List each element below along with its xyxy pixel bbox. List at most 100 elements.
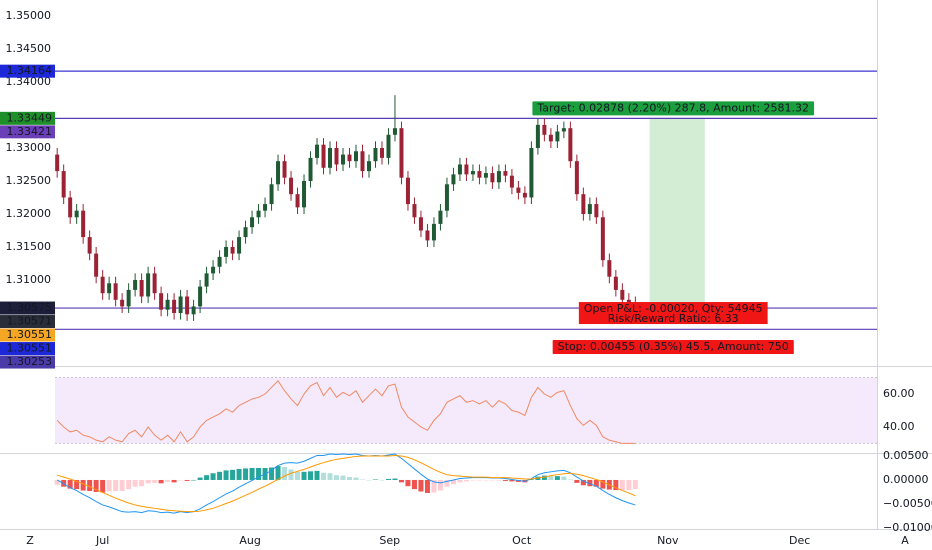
macd-histogram-bar — [204, 475, 210, 480]
y-tick-label: 1.31500 — [6, 240, 52, 253]
candle-body — [55, 154, 60, 172]
candle-body — [107, 283, 112, 294]
position-label-box — [578, 302, 768, 325]
candle-body — [172, 299, 177, 313]
macd-histogram-bar — [80, 479, 86, 491]
candle-body — [392, 128, 397, 135]
macd-histogram-bar — [210, 473, 216, 480]
candle-body — [490, 173, 495, 183]
candle-body — [347, 154, 352, 162]
macd-histogram-bar — [191, 479, 197, 481]
macd-histogram-bar — [392, 478, 398, 480]
candle-body — [399, 128, 404, 178]
macd-histogram-bar — [327, 473, 333, 480]
position-label: Open P&L: -0.00020, Qty: 54945 — [584, 302, 763, 315]
candle-body — [341, 154, 346, 165]
candle-body — [315, 144, 320, 158]
candle-body — [581, 194, 586, 214]
macd-histogram-bar — [282, 467, 288, 480]
macd-histogram-bar — [398, 479, 404, 483]
price-label-box — [0, 301, 55, 315]
candle-body — [87, 237, 92, 254]
zoom-button[interactable]: Z — [26, 534, 34, 547]
candle-body — [620, 289, 625, 300]
macd-histogram-bar — [165, 479, 171, 482]
macd-histogram-bar — [334, 475, 340, 480]
macd-histogram-bar — [405, 479, 411, 487]
macd-histogram-bar — [288, 469, 294, 480]
signal-line — [57, 454, 636, 513]
macd-histogram-bar — [632, 479, 638, 490]
macd-histogram-bar — [100, 479, 106, 493]
candle-body — [224, 246, 229, 257]
candle-body — [418, 217, 423, 231]
candle-body — [146, 273, 151, 297]
macd-histogram-bar — [113, 479, 119, 492]
position-label-box — [552, 340, 794, 355]
candle-body — [626, 299, 631, 304]
candle-body — [126, 289, 131, 307]
candle-body — [496, 171, 501, 183]
macd-histogram-bar — [437, 479, 443, 491]
macd-histogram-bar — [613, 479, 619, 491]
candle-body — [613, 276, 618, 290]
candle-body — [269, 184, 274, 205]
macd-line — [56, 453, 636, 514]
position-target-zone — [649, 118, 705, 309]
macd-histogram-bar — [139, 479, 145, 487]
price-label: 1.30575 — [7, 301, 53, 314]
macd-histogram-bar — [450, 479, 456, 485]
candle-body — [405, 177, 410, 205]
macd-histogram-bar — [470, 479, 476, 481]
y-tick-label: 60.00 — [883, 387, 915, 400]
price-label-box — [0, 125, 55, 139]
candle-body — [282, 161, 287, 178]
macd-histogram-bar — [171, 479, 177, 483]
macd-histogram-bar — [353, 477, 359, 480]
candle-body — [276, 161, 281, 185]
candle-body — [120, 299, 125, 307]
candle-body — [328, 147, 333, 168]
candle-body — [509, 175, 514, 188]
candle-body — [451, 174, 456, 185]
macd-histogram-bar — [54, 479, 60, 485]
y-tick-label: 1.32500 — [6, 174, 52, 187]
candle-body — [483, 173, 488, 178]
y-tick-label: 1.35000 — [6, 9, 52, 22]
auto-scale-button[interactable]: A — [901, 534, 909, 547]
candle-body — [353, 151, 358, 162]
y-tick-label: 1.34500 — [6, 42, 52, 55]
macd-histogram-bar — [256, 467, 262, 480]
candle-body — [74, 210, 79, 218]
y-tick-label: −0.01000 — [883, 521, 932, 534]
macd-histogram-bar — [476, 479, 482, 481]
candle-body — [81, 210, 86, 238]
macd-histogram-bar — [379, 479, 385, 481]
candle-body — [373, 147, 378, 162]
candle-body — [457, 164, 462, 175]
price-label: 1.30253 — [7, 355, 53, 368]
candle-body — [542, 124, 547, 135]
candle-body — [600, 217, 605, 261]
candle-body — [237, 237, 242, 254]
x-tick-label: Jul — [95, 534, 109, 547]
price-label-box — [0, 315, 55, 329]
candle-body — [594, 204, 599, 218]
candle-body — [334, 147, 339, 165]
candle-body — [289, 177, 294, 195]
macd-histogram-bar — [158, 479, 164, 484]
macd-histogram-bar — [600, 479, 606, 489]
macd-histogram-bar — [184, 479, 190, 481]
macd-histogram-bar — [132, 479, 138, 487]
rsi-line — [56, 380, 636, 444]
price-label-box — [0, 355, 55, 369]
macd-histogram-bar — [145, 479, 151, 484]
candle-body — [165, 299, 170, 310]
position-label: Target: 0.02878 (2.20%) 287.8, Amount: 2… — [536, 101, 809, 114]
macd-histogram-bar — [106, 479, 112, 492]
position-label-box — [532, 101, 815, 116]
candle-body — [217, 256, 222, 267]
price-label: 1.33421 — [7, 125, 53, 138]
